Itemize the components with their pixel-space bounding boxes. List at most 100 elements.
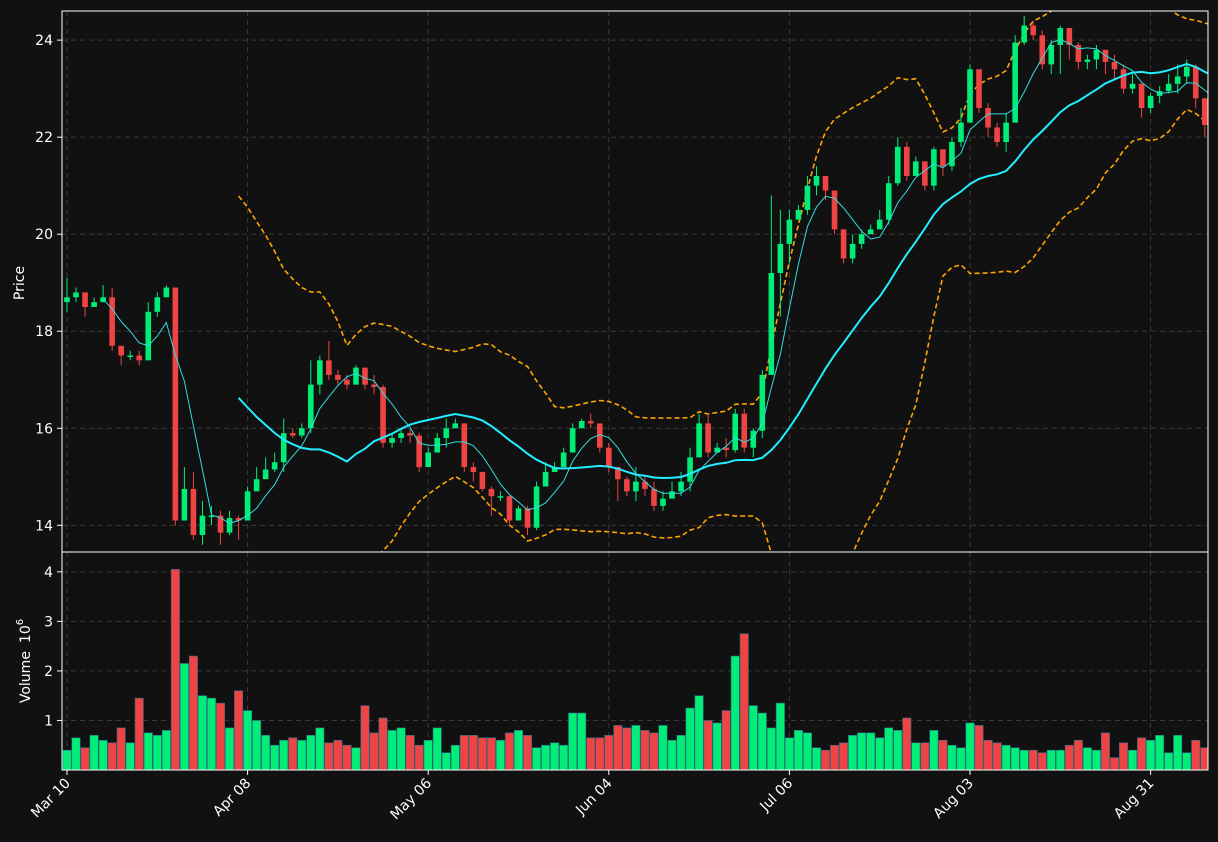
candle-body — [506, 496, 513, 521]
candle-body — [1138, 83, 1145, 109]
candle-body — [1147, 95, 1154, 109]
candle-body — [416, 435, 422, 468]
volume-bar — [848, 735, 858, 770]
candle-body — [1192, 66, 1199, 99]
candle-body — [759, 374, 766, 431]
candle-body — [145, 311, 152, 361]
volume-bar — [766, 727, 776, 770]
volume-bar — [830, 744, 840, 770]
volume-bar — [694, 695, 704, 770]
volume-bar — [1064, 744, 1074, 770]
volume-bar — [134, 697, 144, 770]
volume-bars — [62, 569, 1208, 770]
volume-bar — [775, 702, 785, 770]
candle-body — [624, 479, 630, 492]
candle-body — [389, 437, 395, 443]
candle-body — [885, 183, 892, 220]
lower-band-line — [380, 108, 1208, 552]
volume-bar — [748, 705, 758, 770]
volume-bar — [811, 747, 821, 770]
candle-body — [768, 273, 775, 375]
price-tick-label: 24 — [35, 33, 53, 49]
volume-bar — [604, 735, 614, 770]
candle-body — [64, 297, 70, 303]
candle-body — [1021, 25, 1027, 43]
candle-body — [452, 423, 459, 429]
volume-bar — [450, 744, 460, 770]
candle-body — [235, 518, 242, 521]
volume-bar — [414, 744, 424, 770]
candle-body — [226, 518, 233, 533]
volume-bar — [378, 717, 388, 770]
volume-bar — [1137, 737, 1147, 770]
candle-body — [1039, 35, 1046, 65]
candle-body — [398, 433, 404, 438]
candle-body — [82, 292, 88, 307]
candle-body — [876, 219, 883, 230]
volume-exponent-base: 10 — [18, 625, 34, 643]
volume-bar — [333, 739, 343, 770]
volume-bar — [270, 744, 280, 770]
volume-bar — [432, 727, 442, 770]
volume-bar — [513, 730, 523, 770]
candle-body — [542, 471, 549, 487]
candle-body — [407, 433, 413, 436]
candle-body — [840, 229, 847, 259]
candle-body — [1066, 27, 1073, 45]
volume-bar — [1119, 742, 1129, 770]
volume-bar — [523, 735, 533, 770]
volume-bar — [98, 739, 108, 770]
candle-body — [587, 420, 594, 424]
volume-axis-label-text: Volume — [18, 651, 34, 703]
volume-bar — [80, 747, 90, 770]
volume-bar — [721, 710, 731, 770]
price-tick-label: 22 — [35, 130, 53, 146]
volume-bar — [568, 712, 578, 770]
volume-bar — [541, 744, 551, 770]
volume-bar — [974, 725, 984, 770]
candle-body — [1057, 27, 1064, 45]
sma-slow-line — [237, 63, 1208, 480]
volume-bar — [1146, 739, 1156, 770]
volume-bar — [477, 737, 487, 770]
candle-body — [687, 457, 693, 482]
volume-bar — [1191, 739, 1201, 770]
volume-bar — [730, 655, 740, 770]
candle-body — [795, 209, 802, 220]
volume-bar — [143, 732, 153, 770]
volume-bar — [152, 735, 162, 770]
candle-body — [858, 234, 865, 244]
price-axis-label: Price — [12, 266, 28, 300]
volume-bar — [486, 737, 496, 770]
volume-bar — [297, 739, 307, 770]
volume-bar — [1037, 752, 1047, 770]
candle-body — [136, 355, 143, 361]
candle-body — [705, 423, 711, 453]
candle-body — [181, 488, 188, 521]
candle-body — [262, 469, 269, 480]
candle-body — [786, 219, 793, 244]
candle-body — [1165, 83, 1172, 92]
volume-bar — [1019, 749, 1029, 770]
volume-bar — [197, 695, 207, 770]
volume-bar — [1046, 749, 1056, 770]
volume-bar — [667, 739, 677, 770]
volume-bar — [676, 735, 686, 770]
volume-bar — [89, 735, 99, 770]
candle-body — [903, 146, 910, 176]
volume-tick-label: 1 — [44, 713, 53, 729]
candle-body — [931, 149, 937, 186]
volume-bar — [1164, 752, 1174, 770]
volume-bar — [423, 739, 433, 770]
candle-body — [298, 428, 305, 436]
volume-bar — [559, 744, 569, 770]
volume-bar — [821, 749, 831, 770]
candle-body — [551, 467, 558, 472]
candle-body — [280, 433, 287, 463]
candle-body — [804, 185, 811, 210]
volume-bar — [577, 712, 587, 770]
volume-bar — [550, 742, 560, 770]
candle-body — [91, 302, 97, 307]
volume-bar — [441, 752, 451, 770]
candle-body — [596, 423, 603, 448]
